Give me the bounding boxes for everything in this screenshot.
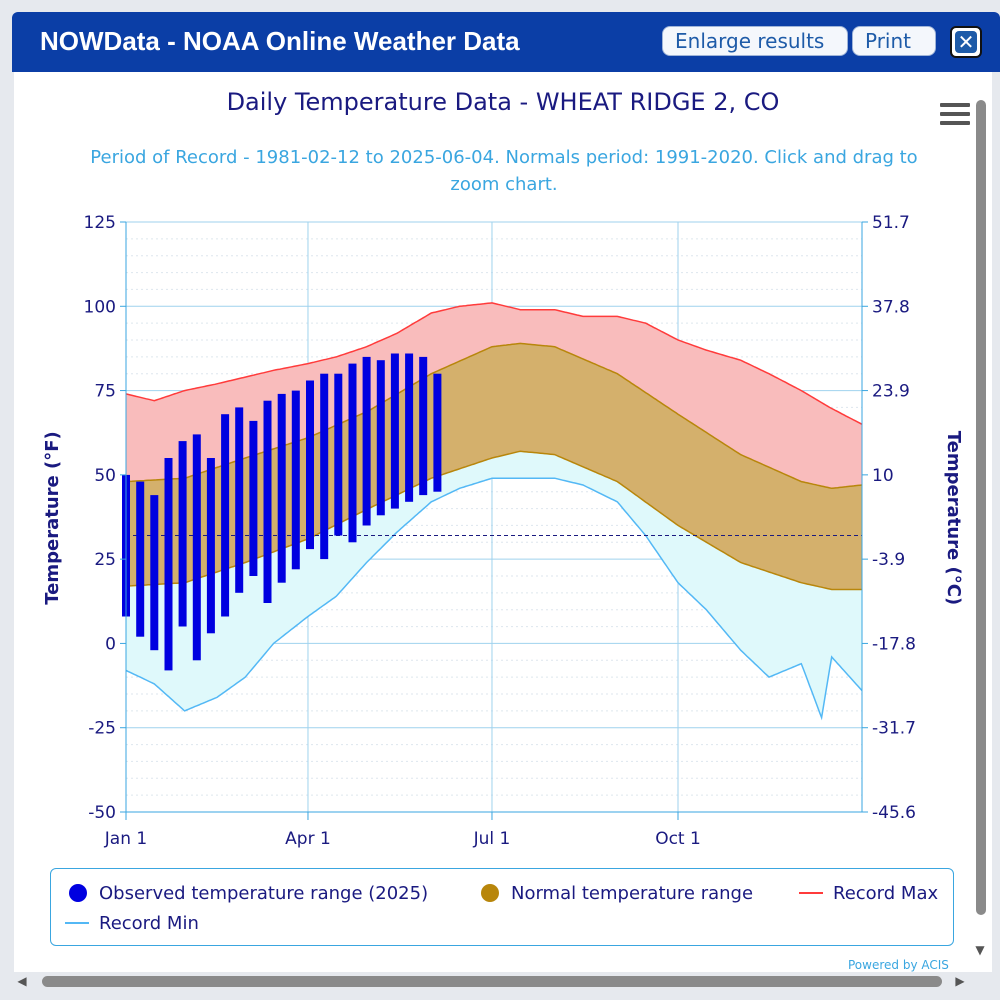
legend-record-min-label: Record Min	[99, 913, 199, 934]
chart-legend: Observed temperature range (2025) Normal…	[50, 868, 954, 946]
chart-title: Daily Temperature Data - WHEAT RIDGE 2, …	[226, 88, 780, 116]
scroll-right-arrow-icon[interactable]: ▶	[955, 974, 965, 988]
print-button[interactable]: Print	[852, 26, 936, 56]
powered-by-link[interactable]: Powered by ACIS	[848, 958, 949, 972]
results-panel	[14, 72, 992, 972]
hamburger-menu-icon[interactable]	[940, 103, 970, 125]
legend-item-record-max[interactable]: Record Max	[799, 883, 938, 904]
horizontal-scrollbar[interactable]: ◀ ▶	[14, 972, 974, 990]
window-title: NOWData - NOAA Online Weather Data	[40, 26, 520, 56]
vertical-scrollbar-thumb[interactable]	[976, 100, 986, 915]
horizontal-scrollbar-thumb[interactable]	[42, 976, 942, 987]
scroll-left-arrow-icon[interactable]: ◀	[17, 974, 27, 988]
close-icon: ✕	[957, 30, 975, 54]
legend-observed-label: Observed temperature range (2025)	[99, 883, 429, 904]
legend-item-record-min[interactable]: Record Min	[65, 913, 199, 934]
legend-record-min-swatch	[65, 922, 89, 924]
window-titlebar: NOWData - NOAA Online Weather Data Enlar…	[12, 12, 1000, 72]
legend-item-observed[interactable]: Observed temperature range (2025)	[69, 883, 428, 904]
legend-record-max-swatch	[799, 892, 823, 894]
legend-record-max-label: Record Max	[833, 883, 939, 904]
enlarge-results-button[interactable]: Enlarge results	[662, 26, 848, 56]
legend-observed-swatch	[69, 884, 87, 902]
legend-normal-swatch	[481, 884, 499, 902]
close-button[interactable]: ✕	[950, 26, 982, 58]
chart-subtitle: Period of Record - 1981-02-12 to 2025-06…	[90, 147, 918, 195]
legend-normal-label: Normal temperature range	[511, 883, 754, 904]
legend-item-normal[interactable]: Normal temperature range	[481, 883, 753, 904]
vertical-scrollbar[interactable]: ▼	[972, 100, 988, 960]
scroll-down-arrow-icon[interactable]: ▼	[975, 943, 985, 957]
